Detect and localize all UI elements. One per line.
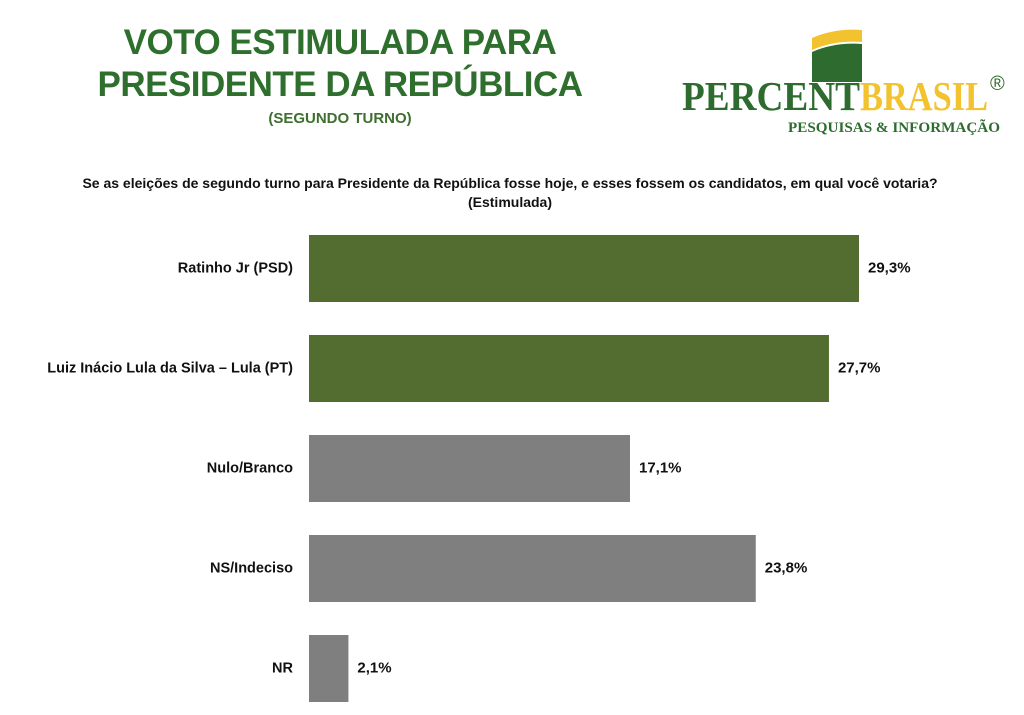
value-label-2: 17,1%: [639, 459, 682, 476]
category-label-1: Luiz Inácio Lula da Silva – Lula (PT): [47, 360, 293, 376]
bar-3: [309, 535, 756, 602]
category-label-3: NS/Indeciso: [210, 560, 293, 576]
chart-title: VOTO ESTIMULADA PARA PRESIDENTE DA REPÚB…: [60, 22, 620, 106]
bar-1: [309, 335, 829, 402]
bar-4: [309, 635, 349, 702]
category-label-0: Ratinho Jr (PSD): [178, 260, 293, 276]
value-label-0: 29,3%: [868, 259, 911, 276]
logo-word-percent: PERCENT: [682, 73, 860, 119]
value-label-1: 27,7%: [838, 359, 881, 376]
logo-tagline: PESQUISAS & INFORMAÇÃO: [788, 118, 1000, 136]
value-label-4: 2,1%: [357, 659, 391, 676]
title-line-1: VOTO ESTIMULADA PARA: [123, 23, 557, 62]
logo-flag-yellow: [812, 29, 862, 50]
logo-flag-green: [812, 43, 862, 82]
logo-registered-mark: ®: [990, 73, 1005, 95]
bar-2: [309, 435, 630, 502]
value-label-3: 23,8%: [765, 559, 808, 576]
title-block: VOTO ESTIMULADA PARA PRESIDENTE DA REPÚB…: [60, 22, 620, 127]
category-label-4: NR: [272, 660, 293, 676]
percentbrasil-logo: PERCENT BRASIL ® PESQUISAS & INFORMAÇÃO: [682, 29, 1005, 136]
logo-word-brasil: BRASIL: [860, 73, 988, 119]
category-label-2: Nulo/Branco: [207, 460, 293, 476]
chart-subtitle: (SEGUNDO TURNO): [268, 110, 412, 127]
survey-question: Se as eleições de segundo turno para Pre…: [82, 175, 938, 210]
bar-0: [309, 235, 859, 302]
title-line-2: PRESIDENTE DA REPÚBLICA: [97, 65, 583, 104]
